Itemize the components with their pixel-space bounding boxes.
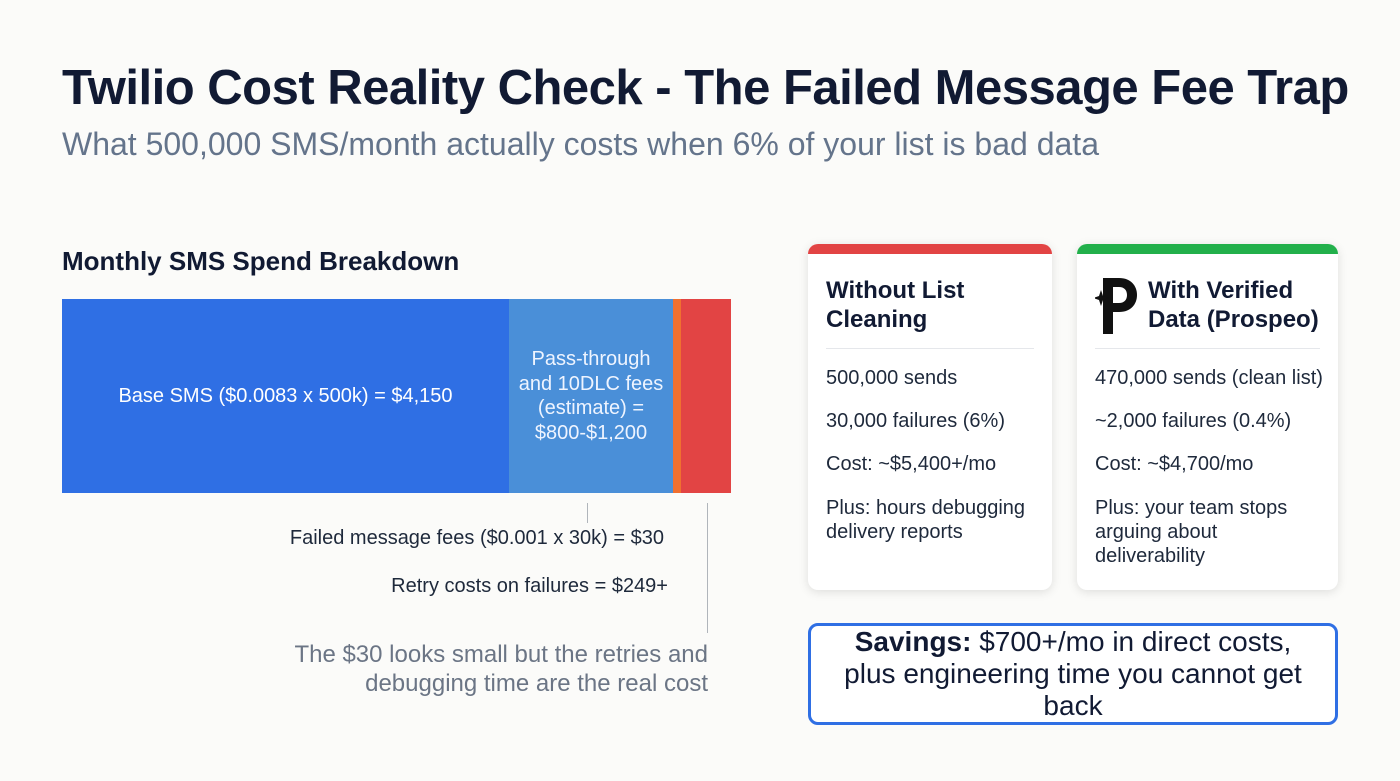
- section-title: Monthly SMS Spend Breakdown: [62, 246, 460, 276]
- savings-body: $700+/mo in direct costs, plus engineeri…: [844, 626, 1302, 721]
- card-item: 30,000 failures (6%): [826, 410, 1005, 432]
- leader-line: [707, 503, 708, 633]
- bar-segment: Pass-through and 10DLC fees (estimate) =…: [509, 299, 673, 493]
- card-title: With Verified Data (Prospeo): [1148, 277, 1319, 333]
- card-item: Cost: ~$4,700/mo: [1095, 453, 1254, 475]
- savings-text: Savings: $700+/mo in direct costs, plus …: [828, 626, 1318, 722]
- card-item: 470,000 sends (clean list): [1095, 367, 1323, 389]
- callout: Failed message fees ($0.001 x 30k) = $30: [289, 527, 664, 549]
- savings-label: Savings:: [854, 626, 972, 657]
- card-item: Cost: ~$5,400+/mo: [826, 453, 997, 475]
- bar-segment: Base SMS ($0.0083 x 500k) = $4,150: [62, 299, 509, 493]
- savings-box: Savings: $700+/mo in direct costs, plus …: [808, 623, 1338, 725]
- subtitle: What 500,000 SMS/month actually costs wh…: [62, 126, 1099, 162]
- card-accent: [808, 244, 1052, 254]
- segment-label: Base SMS ($0.0083 x 500k) = $4,150: [118, 384, 453, 407]
- card-title: Without List Cleaning: [826, 277, 965, 333]
- card: [1077, 244, 1338, 590]
- card-item: ~2,000 failures (0.4%): [1095, 410, 1292, 432]
- card-item: Plus: your team stops arguing about deli…: [1095, 497, 1288, 567]
- logo: [1095, 278, 1137, 334]
- segment-label: Pass-through and 10DLC fees (estimate) =…: [518, 348, 664, 444]
- card-item: 500,000 sends: [826, 367, 958, 389]
- card-accent: [1077, 244, 1338, 254]
- card-item: Plus: hours debugging delivery reports: [826, 497, 1026, 543]
- leader-line: [587, 503, 588, 523]
- bar-segment: [673, 299, 681, 493]
- bar-segment: [681, 299, 731, 493]
- divider: [1095, 348, 1320, 349]
- note: The $30 looks small but the retries and …: [294, 641, 708, 697]
- callout: Retry costs on failures = $249+: [391, 575, 668, 597]
- divider: [826, 348, 1034, 349]
- card: [808, 244, 1052, 590]
- title: Twilio Cost Reality Check - The Failed M…: [62, 61, 1349, 115]
